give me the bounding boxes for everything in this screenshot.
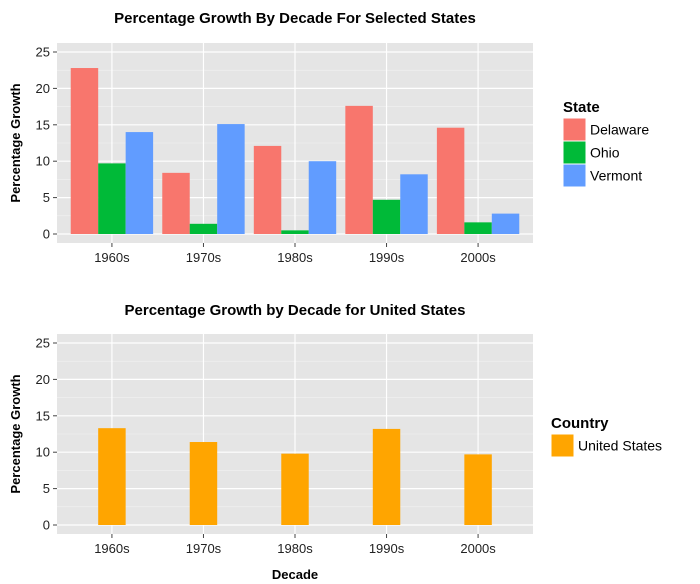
chart-title: Percentage Growth by Decade for United S…: [125, 302, 466, 319]
bar-ohio-1960s: [98, 163, 126, 234]
chart-title: Percentage Growth By Decade For Selected…: [114, 10, 476, 27]
chart-1: Percentage Growth By Decade For Selected…: [8, 10, 649, 265]
y-tick-label: 15: [36, 117, 50, 132]
x-axis-title: Decade: [272, 567, 318, 582]
chart-2: Percentage Growth by Decade for United S…: [8, 302, 662, 582]
bar-vermont-1990s: [400, 174, 428, 234]
legend-title: State: [563, 99, 600, 116]
x-tick-label: 1970s: [186, 250, 222, 265]
bar-ohio-1980s: [281, 230, 309, 234]
bar-vermont-2000s: [491, 213, 520, 234]
y-tick-label: 20: [36, 81, 50, 96]
x-tick-label: 1990s: [369, 541, 405, 556]
y-tick-label: 15: [36, 408, 50, 423]
legend-label: Delaware: [590, 122, 649, 138]
bar-united-states-2000s: [464, 454, 492, 525]
bar-vermont-1970s: [217, 124, 245, 234]
legend-label: Vermont: [590, 168, 642, 184]
y-tick-label: 0: [43, 518, 50, 533]
bar-delaware-1960s: [70, 68, 99, 235]
x-tick-label: 1970s: [186, 541, 222, 556]
x-tick-label: 1980s: [277, 541, 313, 556]
bar-ohio-1990s: [372, 199, 401, 234]
bar-united-states-1980s: [281, 453, 309, 525]
y-axis-title: Percentage Growth: [8, 83, 23, 202]
x-tick-label: 2000s: [460, 250, 496, 265]
legend-label: United States: [578, 438, 662, 454]
y-tick-label: 0: [43, 227, 50, 242]
y-tick-label: 5: [43, 190, 50, 205]
x-tick-label: 1980s: [277, 250, 313, 265]
bar-united-states-1960s: [98, 428, 126, 525]
legend-label: Ohio: [590, 145, 620, 161]
x-tick-label: 1990s: [369, 250, 405, 265]
bar-ohio-2000s: [464, 222, 492, 234]
bar-vermont-1960s: [125, 132, 154, 234]
bar-delaware-1990s: [345, 105, 373, 234]
legend-swatch: [563, 118, 586, 141]
y-tick-label: 20: [36, 372, 50, 387]
y-tick-label: 25: [36, 45, 50, 60]
x-tick-label: 1960s: [94, 541, 130, 556]
bar-united-states-1970s: [189, 442, 218, 525]
bar-delaware-1980s: [253, 145, 282, 234]
y-tick-label: 10: [36, 154, 50, 169]
legend-swatch: [563, 141, 586, 164]
legend-swatch: [551, 434, 574, 457]
bar-delaware-1970s: [162, 172, 190, 234]
legend: Country United States: [550, 415, 662, 458]
x-tick-label: 2000s: [460, 541, 496, 556]
y-tick-label: 25: [36, 336, 50, 351]
legend-title: Country: [551, 415, 609, 432]
bar-delaware-2000s: [436, 127, 465, 234]
bar-vermont-1980s: [308, 161, 337, 234]
legend: State Delaware Ohio Vermont: [562, 99, 649, 188]
bar-united-states-1990s: [372, 428, 401, 525]
legend-swatch: [563, 164, 586, 187]
y-axis-title: Percentage Growth: [8, 374, 23, 493]
y-tick-label: 5: [43, 481, 50, 496]
y-tick-label: 10: [36, 445, 50, 460]
bar-ohio-1970s: [189, 223, 218, 234]
x-tick-label: 1960s: [94, 250, 130, 265]
